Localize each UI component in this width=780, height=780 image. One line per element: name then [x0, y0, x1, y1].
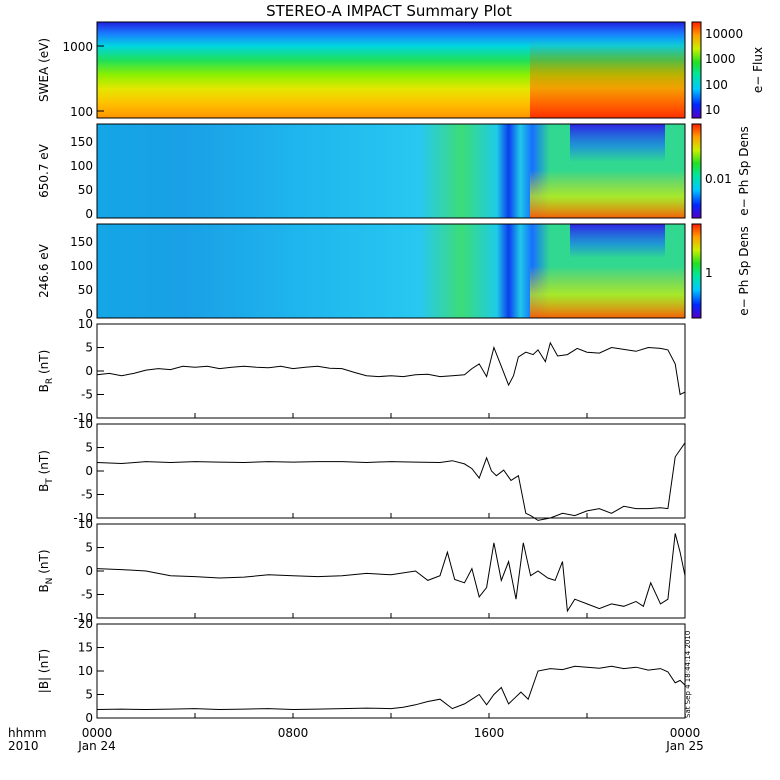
series-line-BR — [96, 341, 686, 396]
swea-ylabel: SWEA (eV) — [37, 38, 51, 102]
ytick-label: 10 — [78, 664, 93, 678]
ytick-label: 15 — [78, 641, 93, 655]
ytick-label: 0 — [85, 711, 93, 725]
ytick-label: 5 — [85, 441, 93, 455]
pad246-frame — [96, 223, 686, 319]
ytick-label: 10 — [78, 517, 93, 531]
swea-ytick: 1000 — [62, 40, 93, 54]
xtick-date: Jan 24 — [77, 739, 116, 753]
panel-BT: 10 5 0 -5 -10 BT (nT) — [37, 417, 686, 525]
swea-cbar-tick: 10 — [705, 103, 720, 117]
pad650-cbar-label: e− Ph Sp Dens — [737, 126, 751, 215]
swea-hot-region — [530, 40, 685, 118]
ytick-label: -10 — [73, 411, 93, 425]
pad246-ytick: 100 — [70, 259, 93, 273]
ytick-label: 20 — [78, 617, 93, 631]
swea-frame — [96, 21, 686, 119]
xtick-time: 1600 — [474, 726, 505, 740]
ytick-label: 5 — [85, 341, 93, 355]
magnetic-field-panels: 10 5 0 -5 -10 BR (nT) 10 5 0 -5 -10 BT (nT) 10 5 0 -5 -1… — [37, 317, 686, 725]
pad246-low-energy-region — [530, 266, 685, 318]
timestamp: Sat Sep 4 18:44:14 2010 — [684, 631, 692, 718]
panel-frame — [96, 523, 686, 619]
pad246-cbar-tick: 1 — [705, 266, 713, 280]
pad246-ytick: 0 — [85, 307, 93, 321]
panel-frame — [96, 423, 686, 519]
swea-colorbar — [691, 21, 702, 119]
x-row2-label: 2010 — [8, 739, 39, 753]
ytick-label: -10 — [73, 511, 93, 525]
pad650-colorbar — [691, 123, 702, 219]
pad650-frame — [96, 123, 686, 219]
ytick-label: 5 — [85, 688, 93, 702]
pad246-colorbar — [691, 223, 702, 319]
panel-BN: 10 5 0 -5 -10 BN (nT) — [37, 517, 686, 625]
pad650-low-energy-region — [530, 170, 685, 218]
panel-ylabel: BR (nT) — [37, 350, 55, 393]
swea-ytick: 100 — [70, 105, 93, 119]
series-line-B — [96, 665, 686, 711]
pad650-ytick: 0 — [85, 207, 93, 221]
series-line-BN — [96, 533, 686, 613]
ytick-label: 5 — [85, 541, 93, 555]
ytick-label: -5 — [81, 588, 93, 602]
panel-frame — [96, 623, 686, 719]
swea-spectrogram: SWEA (eV) 1000 100 10000 1000 100 10 e− … — [37, 21, 765, 119]
plot-title: STEREO-A IMPACT Summary Plot — [266, 2, 512, 20]
pad246-ytick: 50 — [78, 283, 93, 297]
pad650-spectrogram: 650.7 eV 150 100 50 0 0.01 e− Ph Sp Dens — [37, 123, 751, 221]
xtick-time: 0000 — [82, 726, 113, 740]
swea-cbar-tick: 10000 — [705, 27, 743, 41]
ytick-label: -5 — [81, 388, 93, 402]
ytick-label: 10 — [78, 417, 93, 431]
pad650-ytick: 50 — [78, 183, 93, 197]
ytick-label: -10 — [73, 611, 93, 625]
x-row1-label: hhmm — [8, 726, 47, 740]
pad246-ytick: 150 — [70, 235, 93, 249]
ytick-label: -5 — [81, 488, 93, 502]
swea-cbar-tick: 100 — [705, 78, 728, 92]
series-line-BT — [96, 442, 686, 521]
panel-BR: 10 5 0 -5 -10 BR (nT) — [37, 317, 686, 425]
pad650-cbar-tick: 0.01 — [705, 172, 732, 186]
pad650-high-region — [570, 124, 665, 162]
panel-ylabel: BT (nT) — [37, 450, 55, 492]
pad246-spectrogram: 246.6 eV 150 100 50 0 1 e− Ph Sp Dens — [37, 223, 751, 321]
pad650-ytick: 150 — [70, 135, 93, 149]
ytick-label: 0 — [85, 564, 93, 578]
pad650-ylabel: 650.7 eV — [37, 143, 51, 198]
panel-B: 20 15 10 5 0 |B| (nT) — [37, 617, 686, 725]
ytick-label: 0 — [85, 464, 93, 478]
panel-ylabel: BN (nT) — [37, 549, 55, 592]
pad246-high-region — [570, 224, 665, 258]
pad246-cbar-label: e− Ph Sp Dens — [737, 226, 751, 315]
swea-cbar-label: e− Flux — [751, 47, 765, 93]
panel-frame — [96, 323, 686, 419]
panel-ylabel: |B| (nT) — [37, 649, 51, 693]
xtick-date: Jan 25 — [665, 739, 704, 753]
pad246-ylabel: 246.6 eV — [37, 243, 51, 298]
pad650-ytick: 100 — [70, 159, 93, 173]
ytick-label: 0 — [85, 364, 93, 378]
ytick-label: 10 — [78, 317, 93, 331]
xtick-time: 0000 — [670, 726, 701, 740]
swea-cbar-tick: 1000 — [705, 52, 736, 66]
xtick-time: 0800 — [278, 726, 309, 740]
